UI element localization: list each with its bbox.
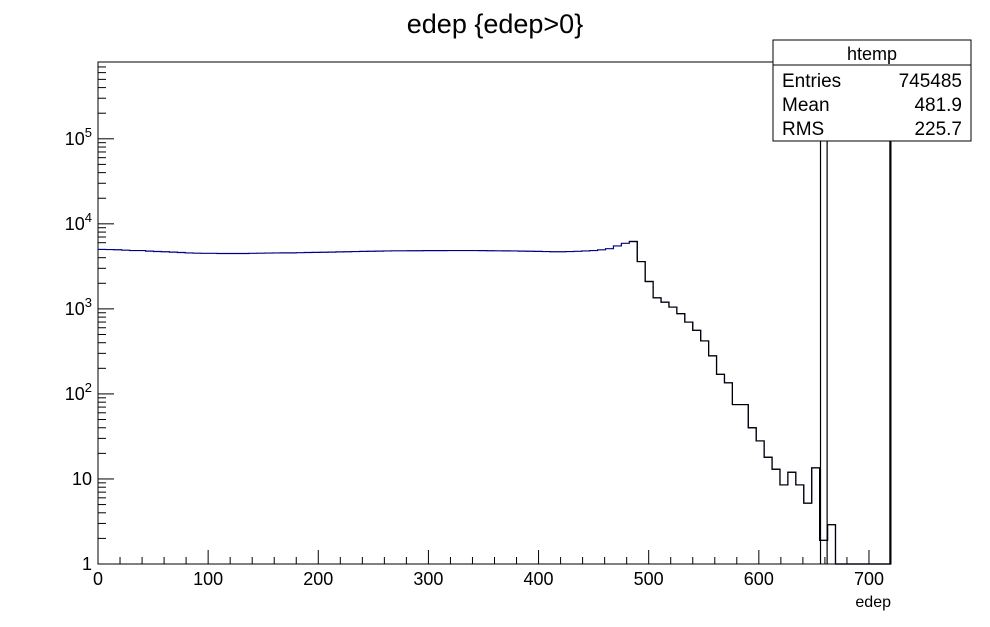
stats-entries-label: Entries (782, 71, 841, 92)
histogram-spikes (819, 62, 891, 564)
x-tick-label: 300 (413, 569, 443, 589)
chart-title: edep {edep>0} (407, 9, 583, 39)
histogram-line (98, 240, 891, 565)
y-tick-label: 103 (65, 295, 92, 319)
stats-entries-value: 745485 (899, 71, 962, 92)
x-tick-label: 200 (303, 569, 333, 589)
y-axis: 1 10 102 103 104 105 (65, 61, 114, 574)
stats-rms-label: RMS (782, 119, 824, 140)
stats-box-frame (772, 39, 972, 142)
x-tick-label: 400 (524, 569, 554, 589)
x-tick-label: 500 (634, 569, 664, 589)
stats-box-title: htemp (847, 44, 897, 64)
y-tick-label: 102 (65, 380, 92, 404)
stats-box: htemp Entries 745485 Mean 481.9 RMS 225.… (772, 39, 972, 142)
histogram-tail-line (629, 240, 891, 565)
y-tick-label: 105 (65, 125, 92, 149)
y-tick-label: 1 (82, 554, 92, 574)
x-tick-label: 0 (93, 569, 103, 589)
x-tick-label: 600 (744, 569, 774, 589)
x-tick-label: 100 (193, 569, 223, 589)
stats-mean-label: Mean (782, 95, 830, 116)
histogram (98, 240, 891, 565)
stats-rms-value: 225.7 (914, 119, 962, 140)
y-tick-label: 10 (72, 469, 92, 489)
plot-frame (97, 61, 892, 565)
stats-mean-value: 481.9 (914, 95, 962, 116)
y-tick-label: 104 (65, 210, 92, 234)
x-axis: 0 100 200 300 400 500 600 700 (93, 550, 892, 589)
x-tick-label: 700 (854, 569, 884, 589)
x-axis-label: edep (855, 594, 891, 611)
